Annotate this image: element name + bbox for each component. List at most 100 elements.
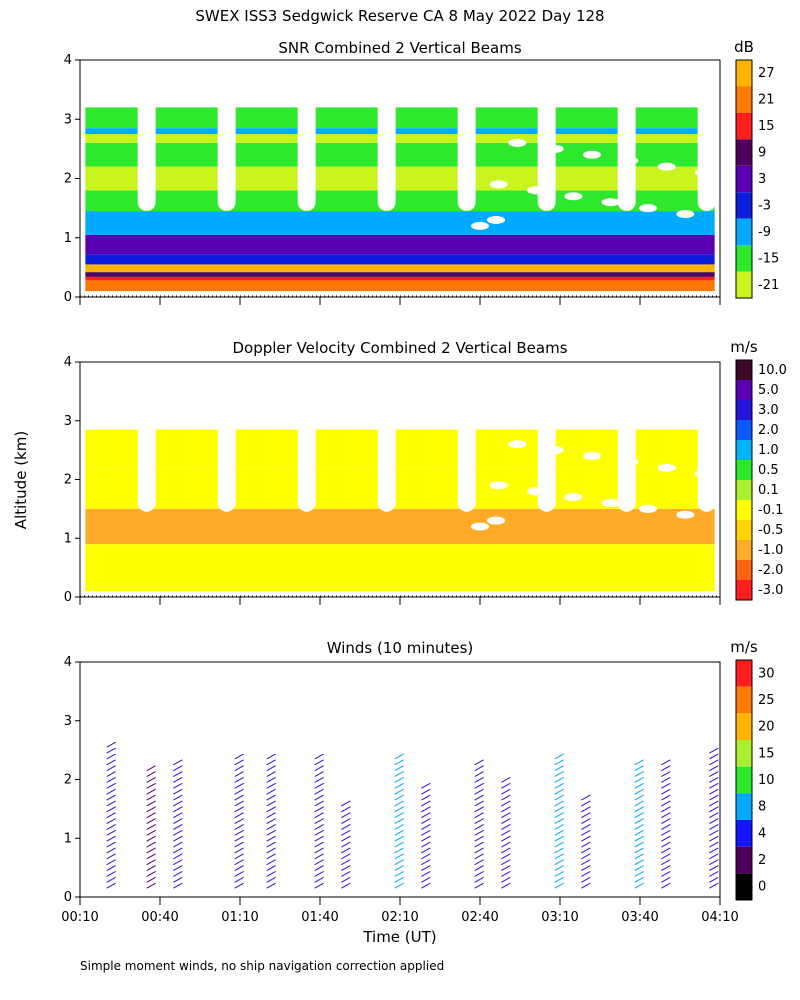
data-layer-10 (85, 134, 715, 143)
wind-barb (314, 824, 324, 830)
wind-profile-13 (634, 759, 644, 889)
wind-profile-0 (106, 741, 116, 889)
wind-barb (314, 812, 324, 819)
wind-barb (173, 871, 183, 877)
wind-barb (709, 800, 719, 807)
wind-barb (421, 812, 431, 819)
wind-barb (581, 829, 591, 836)
wind-barb (421, 865, 431, 871)
data-layer-11 (85, 128, 715, 135)
colorbar-label: 10.0 (758, 363, 787, 378)
wind-barb (234, 829, 244, 836)
wind-barb (314, 765, 324, 772)
snr-colorbar: 27 21 15 9 3 -3 -9 -15 -21 (735, 59, 779, 299)
wind-barb (314, 777, 324, 783)
doppler-panel: Doppler Velocity Combined 2 Vertical Bea… (64, 338, 787, 605)
wind-barb (106, 812, 116, 819)
wind-barb (394, 788, 404, 795)
wind-barb (146, 794, 156, 801)
y-tick-label: 3 (64, 414, 72, 429)
wind-barb (554, 841, 564, 848)
wind-barb (314, 800, 324, 807)
wind-profile-1 (146, 765, 156, 889)
wind-barb (421, 806, 431, 813)
wind-barb (634, 835, 644, 842)
wind-barb (474, 865, 484, 871)
colorbar-label: 4 (758, 826, 766, 841)
wind-barb (554, 882, 564, 889)
wind-barb (106, 747, 116, 754)
colorbar-label: -9 (758, 225, 771, 240)
colorbar-swatch (736, 560, 752, 580)
colorbar-swatch (736, 112, 752, 140)
wind-barb (266, 800, 276, 807)
wind-barb (421, 859, 431, 866)
data-missing-3 (527, 487, 545, 496)
wind-barb (234, 841, 244, 848)
wind-barb (146, 818, 156, 824)
wind-barb (266, 853, 276, 860)
wind-barb (554, 800, 564, 807)
wind-barb (554, 818, 564, 824)
wind-barb (314, 806, 324, 813)
wind-barb (709, 788, 719, 795)
wind-barb (394, 818, 404, 824)
wind-barb (173, 759, 183, 766)
wind-barb (709, 818, 719, 824)
data-layer-4 (85, 254, 715, 265)
wind-barb (394, 782, 404, 789)
wind-barb (634, 829, 644, 836)
wind-barb (314, 882, 324, 889)
wind-barb (394, 841, 404, 848)
wind-barb (581, 806, 591, 813)
y-tick-label: 3 (64, 112, 72, 127)
wind-barb (554, 835, 564, 842)
colorbar-swatch (736, 460, 752, 480)
wind-barb (234, 788, 244, 795)
wind-profile-11 (554, 753, 564, 889)
colorbar-swatch (736, 218, 752, 246)
wind-barb (501, 800, 511, 807)
x-tick-label: 01:40 (301, 910, 338, 925)
colorbar-swatch (736, 686, 752, 714)
wind-barb (709, 841, 719, 848)
wind-barb (421, 818, 431, 824)
colorbar-swatch (736, 793, 752, 820)
y-tick-label: 4 (64, 655, 72, 670)
wind-barb (341, 841, 351, 848)
data-missing-7 (601, 198, 620, 207)
wind-barb (474, 824, 484, 830)
wind-barb (501, 812, 511, 819)
wind-barb (266, 876, 276, 883)
wind-barb (106, 853, 116, 860)
wind-barb (709, 771, 719, 777)
wind-barb (554, 782, 564, 789)
wind-barb (661, 782, 671, 789)
data-gap-7 (697, 392, 716, 512)
wind-barb (474, 871, 484, 877)
colorbar-label: 15 (758, 746, 775, 761)
snr-panel: SNR Combined 2 Vertical Beams 0 1 2 3 4 27 21… (64, 38, 779, 305)
wind-barb (266, 794, 276, 801)
wind-barb (554, 771, 564, 777)
wind-barb (661, 806, 671, 813)
wind-barb (341, 865, 351, 871)
wind-barb (266, 777, 276, 783)
snr-colorbar-unit: dB (734, 38, 754, 56)
wind-barb (394, 753, 404, 760)
colorbar-swatch (736, 500, 752, 520)
wind-barb (173, 865, 183, 871)
wind-profile-2 (173, 759, 183, 889)
colorbar-swatch (736, 380, 752, 400)
wind-barb (173, 841, 183, 848)
wind-barb (581, 853, 591, 860)
colorbar-swatch (736, 245, 752, 272)
wind-barb (474, 847, 484, 854)
wind-barb (266, 788, 276, 795)
wind-barb (106, 771, 116, 777)
wind-barb (266, 759, 276, 766)
wind-barb (266, 865, 276, 871)
wind-barb (661, 847, 671, 854)
wind-barb (501, 859, 511, 866)
wind-barb (709, 753, 719, 760)
